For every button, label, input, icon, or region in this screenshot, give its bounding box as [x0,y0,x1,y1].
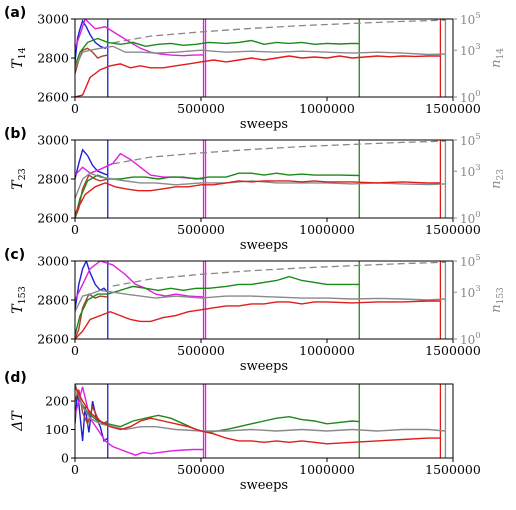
x-tick-label: 0 [71,101,79,116]
y2-tick-label: 103 [460,163,481,179]
x-tick-label: 500000 [177,343,225,358]
plot-area [75,261,447,339]
axes-frame [74,18,454,98]
panel-b: 0 500000 1000000 1500000 sweeps 2600 2800 3000 T… [4,126,506,253]
panel-label: (c) [4,247,25,263]
series-red-line [75,55,441,97]
y2-tick-label: 100 [460,89,481,105]
series-blue-line [75,261,109,310]
y-axis-label: T153 [10,286,28,313]
y-tick-label: 2600 [37,211,69,226]
plot-area [75,140,447,218]
plot-area [75,384,447,458]
series-magenta-line [75,19,204,57]
panel-label: (a) [4,5,26,21]
n-count-dashed-line [112,140,446,165]
y2-tick-label: 105 [460,253,481,269]
panel-label: (b) [4,126,27,142]
series-green-line [75,275,360,336]
x-tick-label: 1000000 [299,462,355,477]
x-tick-label: 500000 [177,222,225,237]
series-magenta-line [75,386,204,456]
series-red-line [75,386,441,445]
axes-frame [74,139,454,219]
y-tick-label: 2800 [37,172,69,187]
y-tick-label: 3000 [37,254,69,269]
y-tick-label: 2600 [37,332,69,347]
y2-tick-label: 105 [460,11,481,27]
x-tick-label: 1500000 [425,462,481,477]
y-tick-label: 2600 [37,90,69,105]
series-blue-line [75,148,109,180]
y-tick-label: 2800 [37,293,69,308]
y2-tick-label: 103 [460,42,481,58]
x-tick-label: 1500000 [425,343,481,358]
x-tick-label: 0 [71,222,79,237]
y-axis-label: T14 [10,47,28,68]
y2-tick-label: 100 [460,210,481,226]
y-tick-label: 3000 [37,12,69,27]
y2-axis-label: n14 [489,48,506,68]
series-gray-line [75,289,446,313]
series-gray-line [75,45,446,69]
series-darkred-line [75,174,108,218]
y2-axis-label: n23 [489,169,506,189]
series-green-line [75,37,360,67]
x-tick-label: 0 [71,343,79,358]
series-red-line [75,180,441,215]
series-red-line [75,300,441,339]
x-tick-label: 1500000 [425,222,481,237]
series-magenta-line [75,261,204,301]
y-tick-label: 2800 [37,51,69,66]
panel-label: (d) [4,370,27,386]
y2-tick-label: 105 [460,132,481,148]
axes-frame [74,260,454,340]
x-tick-label: 500000 [177,101,225,116]
y2-tick-label: 103 [460,284,481,300]
x-axis-label: sweeps [240,478,288,493]
x-tick-label: 500000 [177,462,225,477]
x-tick-label: 1000000 [299,101,355,116]
x-axis-label: sweeps [240,117,288,132]
y-axis-label: ΔT [10,410,26,432]
y-tick-label: 3000 [37,133,69,148]
panel-a: 0 500000 1000000 1500000 sweeps 2600 2800 3000 T… [4,5,506,132]
y-tick-label: 100 [45,422,69,437]
n-count-dashed-line [112,261,446,287]
y-tick-label: 200 [45,394,69,409]
y2-axis-label: n153 [489,287,506,313]
x-axis-label: sweeps [240,238,288,253]
plot-area [75,19,447,97]
y-axis-label: T23 [10,168,28,189]
series-blue-line [75,389,109,443]
y-tick-label: 0 [61,451,69,466]
panel-d: 0 500000 1000000 1500000 sweeps 0 100 200 ΔT (d) [4,370,481,493]
n-count-dashed-line [112,19,446,44]
x-tick-label: 1000000 [299,222,355,237]
x-tick-label: 0 [71,462,79,477]
panel-c: 0 500000 1000000 1500000 sweeps 2600 2800 3000 T… [4,247,506,374]
series-gray-line [75,384,446,432]
x-tick-label: 1000000 [299,343,355,358]
axes-frame [74,383,454,459]
x-axis-label: sweeps [240,359,288,374]
x-tick-label: 1500000 [425,101,481,116]
series-green-line [75,384,360,434]
y2-tick-label: 100 [460,331,481,347]
